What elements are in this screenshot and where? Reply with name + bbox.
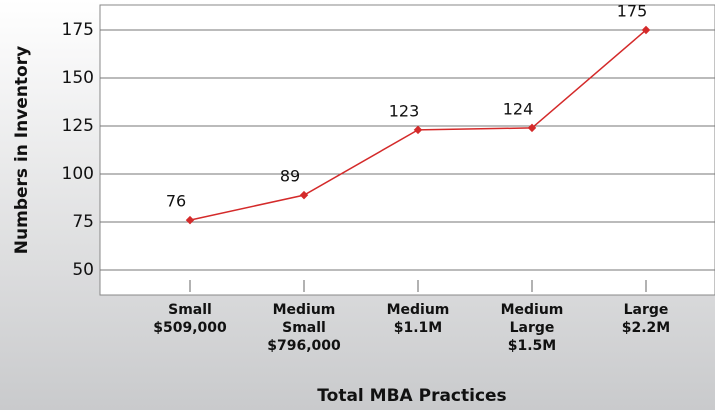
y-tick-label: 175 bbox=[62, 20, 94, 40]
y-axis-title: Numbers in Inventory bbox=[12, 46, 32, 254]
x-tick-label-line: Small bbox=[168, 302, 212, 318]
x-tick-label: Medium Large $1.5M bbox=[501, 302, 564, 354]
x-tick-label-line: Large bbox=[510, 320, 555, 336]
data-label: 123 bbox=[389, 101, 420, 120]
x-tick-label: Medium $1.1M bbox=[387, 302, 450, 336]
x-tick-label-line: $2.2M bbox=[622, 320, 670, 336]
y-tick-label: 150 bbox=[62, 68, 94, 88]
x-tick-label-line: $509,000 bbox=[153, 320, 227, 336]
x-axis-title: Total MBA Practices bbox=[317, 386, 506, 406]
x-tick-label-line: Medium bbox=[501, 302, 564, 318]
x-tick-label-line: Medium bbox=[387, 302, 450, 318]
x-tick-label: Medium Small $796,000 bbox=[267, 302, 341, 354]
x-tick-label: Small $509,000 bbox=[153, 302, 227, 336]
x-tick-label-line: Large bbox=[624, 302, 669, 318]
data-label: 89 bbox=[280, 167, 300, 186]
marker bbox=[185, 215, 195, 225]
data-label: 175 bbox=[617, 2, 648, 21]
y-tick-label: 75 bbox=[72, 212, 94, 232]
data-label: 124 bbox=[503, 99, 534, 118]
marker bbox=[413, 125, 423, 135]
x-tick-label-line: $796,000 bbox=[267, 338, 341, 354]
y-tick-label: 125 bbox=[62, 116, 94, 136]
marker bbox=[299, 190, 309, 200]
x-tick-label-line: $1.5M bbox=[508, 338, 556, 354]
plot-area bbox=[99, 4, 715, 296]
x-tick-label-line: Medium bbox=[273, 302, 336, 318]
data-label: 76 bbox=[166, 192, 186, 211]
x-tick-label-line: $1.1M bbox=[394, 320, 442, 336]
x-tick-label-line: Small bbox=[282, 320, 326, 336]
y-tick-label: 100 bbox=[62, 164, 94, 184]
x-tick-label: Large $2.2M bbox=[622, 302, 670, 336]
y-tick-label: 50 bbox=[72, 260, 94, 280]
